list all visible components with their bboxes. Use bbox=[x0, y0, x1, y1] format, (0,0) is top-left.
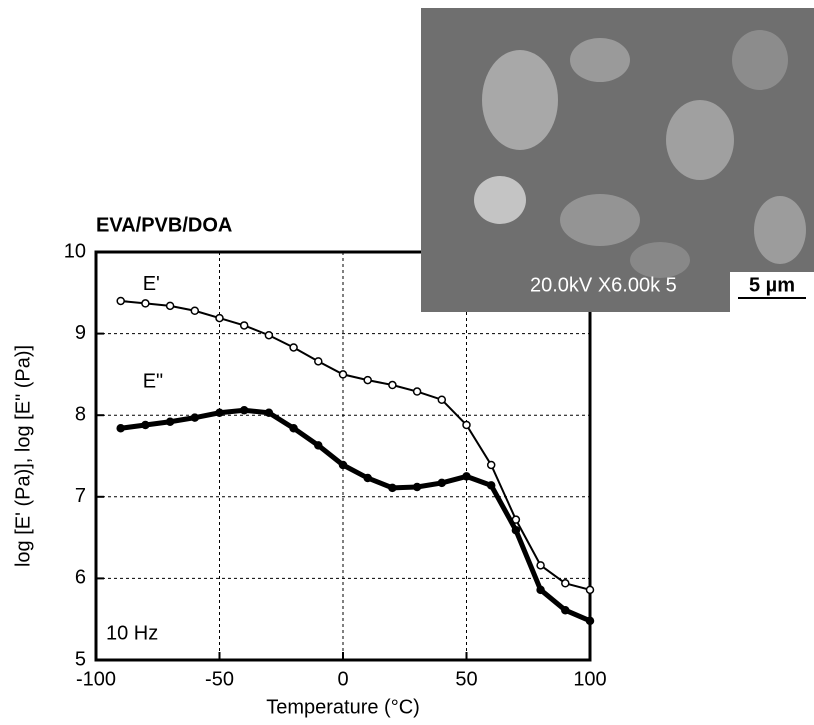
point bbox=[314, 357, 323, 366]
point bbox=[437, 478, 447, 488]
point bbox=[486, 460, 496, 470]
y-axis-label: log [E' (Pa)], log [E" (Pa)] bbox=[12, 345, 34, 567]
point bbox=[264, 408, 274, 418]
point bbox=[141, 420, 150, 430]
point bbox=[561, 605, 570, 615]
y-tick-label: 6 bbox=[75, 567, 86, 589]
scale-bar-box bbox=[730, 272, 814, 312]
point bbox=[338, 460, 348, 470]
point bbox=[585, 585, 595, 595]
point bbox=[314, 441, 323, 450]
y-tick-label: 8 bbox=[75, 403, 86, 425]
inset-blob bbox=[482, 50, 558, 150]
point bbox=[215, 313, 224, 323]
inset-blob bbox=[732, 30, 788, 90]
plot: 5 6 7 8 9 10 -100 -50 0 50 100 E' E" bbox=[64, 240, 607, 690]
inset-label: 20.0kV X6.00k 5 bbox=[530, 274, 677, 296]
y-tick-label: 5 bbox=[75, 648, 86, 670]
point bbox=[338, 370, 348, 379]
series-label: E' bbox=[143, 273, 160, 295]
scale-bar-label: 5 µm bbox=[749, 274, 795, 296]
point bbox=[116, 424, 125, 433]
x-tick-label: 100 bbox=[573, 668, 606, 690]
point bbox=[585, 616, 595, 626]
point bbox=[215, 408, 224, 418]
point bbox=[561, 579, 570, 588]
point bbox=[388, 483, 397, 493]
point bbox=[412, 387, 422, 396]
point bbox=[437, 395, 447, 404]
point bbox=[239, 321, 249, 330]
point bbox=[536, 561, 545, 570]
point bbox=[363, 375, 372, 385]
point bbox=[289, 343, 298, 352]
x-tick-label: -50 bbox=[205, 668, 234, 690]
point bbox=[141, 299, 150, 308]
point bbox=[165, 417, 175, 426]
inset-blob bbox=[570, 38, 630, 82]
point bbox=[116, 296, 125, 306]
inset-blob bbox=[560, 194, 640, 246]
point bbox=[462, 420, 471, 430]
point bbox=[511, 526, 521, 535]
x-tick-label: -100 bbox=[76, 668, 116, 690]
inset-blob bbox=[630, 242, 690, 278]
series-label: E" bbox=[143, 371, 163, 393]
x-tick-label: 0 bbox=[337, 668, 348, 690]
y-tick-label: 10 bbox=[64, 240, 86, 262]
point bbox=[363, 473, 372, 483]
y-tick-label: 7 bbox=[75, 485, 86, 507]
point bbox=[190, 413, 200, 422]
point bbox=[486, 481, 496, 490]
x-axis-label: Temperature (°C) bbox=[266, 696, 420, 718]
point bbox=[536, 585, 545, 595]
point bbox=[165, 301, 175, 311]
y-tick-label: 9 bbox=[75, 322, 86, 344]
inset-blob bbox=[666, 100, 734, 180]
annotation: 10 Hz bbox=[106, 622, 158, 644]
series-line bbox=[120, 299, 591, 591]
series-line bbox=[120, 407, 591, 624]
inset-blob bbox=[754, 196, 806, 264]
point bbox=[190, 306, 200, 316]
point bbox=[264, 330, 274, 340]
point bbox=[388, 380, 397, 390]
inset-blob bbox=[474, 176, 526, 224]
chart-title: EVA/PVB/DOA bbox=[96, 214, 232, 236]
point bbox=[239, 406, 249, 415]
point bbox=[462, 472, 471, 481]
point bbox=[289, 424, 298, 433]
inset-image: 20.0kV X6.00k 5 5 µm bbox=[421, 8, 814, 312]
plot-frame bbox=[94, 250, 592, 662]
point bbox=[412, 482, 422, 492]
x-tick-label: 50 bbox=[455, 668, 477, 690]
